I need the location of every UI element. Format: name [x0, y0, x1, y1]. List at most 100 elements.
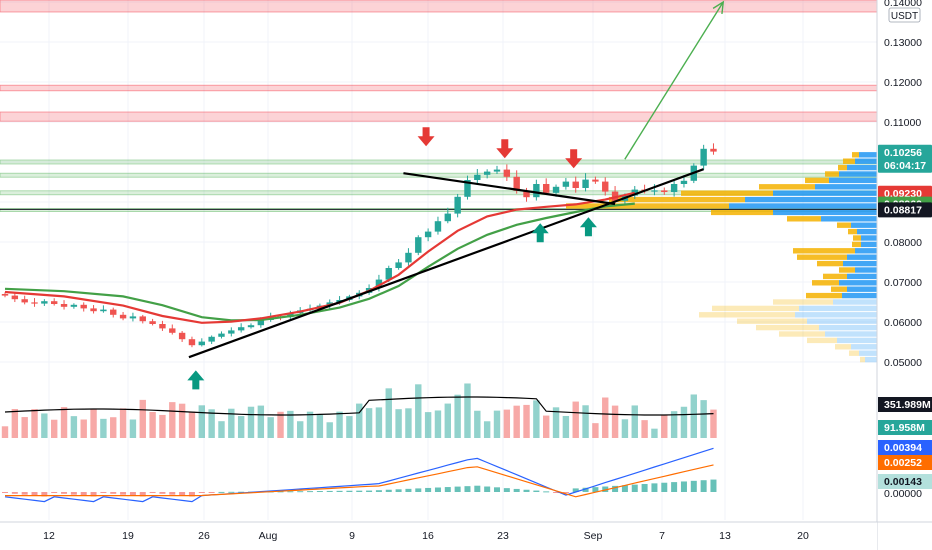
profile-bar-up	[847, 286, 877, 292]
time-tick-label: 7	[659, 530, 665, 542]
macd-histogram-bar	[651, 483, 658, 492]
candle-body	[218, 333, 225, 337]
macd-line	[4, 447, 714, 503]
volume-ma-badge	[878, 397, 932, 412]
candle-body	[80, 304, 87, 309]
volume-bar	[543, 415, 550, 438]
candle-body	[169, 328, 176, 333]
macd-badge	[878, 474, 932, 489]
macd-histogram-bar	[198, 492, 205, 493]
signal-arrows	[187, 127, 597, 390]
candle-body	[444, 213, 451, 222]
candle-body	[631, 189, 638, 196]
volume-bar	[31, 409, 38, 438]
moving-averages	[4, 191, 636, 324]
profile-bar-down	[566, 203, 729, 209]
profile-bar-down	[773, 299, 833, 305]
candle-body	[513, 176, 520, 191]
volume-bar	[287, 410, 294, 438]
macd-histogram-bar	[70, 492, 77, 495]
volume-bar	[700, 400, 707, 438]
macd-badge	[878, 440, 932, 455]
profile-bar-up	[799, 305, 877, 312]
candle-body	[188, 339, 196, 346]
volume-bar	[444, 403, 451, 438]
candle-body	[247, 325, 255, 328]
profile-bar-down	[838, 164, 847, 171]
macd-histogram-bar	[690, 480, 697, 492]
time-axis[interactable]: 12 19 26 Aug 9 16 23 Sep 7 13 20	[0, 521, 932, 550]
candle-body	[572, 181, 579, 188]
volume-bar	[424, 412, 432, 438]
macd-histogram-bar	[307, 491, 314, 493]
candle-body	[670, 184, 678, 192]
volume-bar	[385, 388, 392, 438]
macd-histogram-bar	[120, 492, 127, 495]
macd-histogram-bar	[80, 492, 87, 496]
macd-histogram-bar	[641, 483, 648, 492]
resistance-zone	[0, 84, 878, 92]
macd-histogram-bar	[444, 487, 451, 492]
trendlines[interactable]	[188, 0, 725, 359]
volume-bar	[149, 411, 156, 438]
volume-bar	[188, 411, 196, 438]
volume-bar	[129, 419, 137, 438]
macd-histogram-bar	[533, 490, 540, 492]
profile-bar-up	[847, 164, 877, 171]
trendline	[403, 172, 616, 206]
candle-body	[41, 301, 48, 304]
profile-bar-down	[849, 350, 859, 356]
macd-histogram-bar	[139, 492, 146, 497]
candle-body	[228, 330, 235, 334]
volume-bar	[483, 421, 491, 438]
candle-body	[543, 184, 550, 193]
volume-bar	[454, 394, 461, 438]
macd-histogram-bar	[474, 485, 481, 492]
volume-bar	[395, 409, 402, 438]
candle-body	[602, 181, 609, 192]
profile-bar-down	[825, 171, 839, 177]
macd-histogram-bar	[159, 492, 166, 494]
profile-bar-down	[835, 344, 851, 350]
macd-histogram-bar	[188, 492, 195, 497]
macd-histogram-bar	[21, 492, 28, 495]
profile-bar-up	[773, 190, 877, 196]
macd-histogram-bar	[464, 486, 471, 492]
profile-bar-up	[821, 216, 877, 222]
macd-histogram-bar	[336, 490, 343, 492]
volume-bar	[523, 404, 530, 438]
macd-histogram-bar	[51, 492, 58, 493]
resistance-zone	[0, 0, 878, 13]
profile-bar-down	[837, 222, 851, 228]
volume-bar	[119, 408, 127, 438]
candle-body	[1, 294, 9, 296]
time-tick-label: 23	[497, 530, 509, 542]
macd-histogram-bar	[553, 492, 560, 493]
macd-histogram-bar	[375, 490, 382, 492]
macd-histogram-bar	[680, 481, 687, 492]
profile-bar-down	[699, 312, 795, 318]
profile-bar-down	[787, 216, 821, 222]
signal-line	[5, 464, 714, 498]
macd-histogram-bar	[179, 492, 186, 496]
volume-ma-line	[4, 396, 714, 416]
profile-bar-down	[839, 267, 855, 273]
volume-bar	[326, 422, 333, 438]
sell-arrow-icon	[565, 149, 583, 169]
macd-histogram-bar	[503, 488, 510, 492]
candle-body	[198, 341, 205, 346]
price-tick-label: 0.12000	[884, 77, 922, 89]
profile-bar-up	[847, 273, 877, 280]
volume-bar	[582, 405, 589, 438]
macd-histogram-bar	[631, 484, 638, 492]
macd-histogram-bar	[602, 486, 609, 492]
volume-bar	[405, 408, 412, 438]
support-zone	[0, 159, 878, 165]
profile-bar-down	[756, 324, 819, 331]
profile-bar-down	[807, 337, 837, 344]
price-tick-label: 0.08000	[884, 237, 922, 249]
volume-bar	[1, 426, 9, 438]
sr-zones	[0, 0, 878, 212]
price-axis[interactable]: 0.140000.130000.120000.110000.100000.090…	[876, 0, 932, 550]
